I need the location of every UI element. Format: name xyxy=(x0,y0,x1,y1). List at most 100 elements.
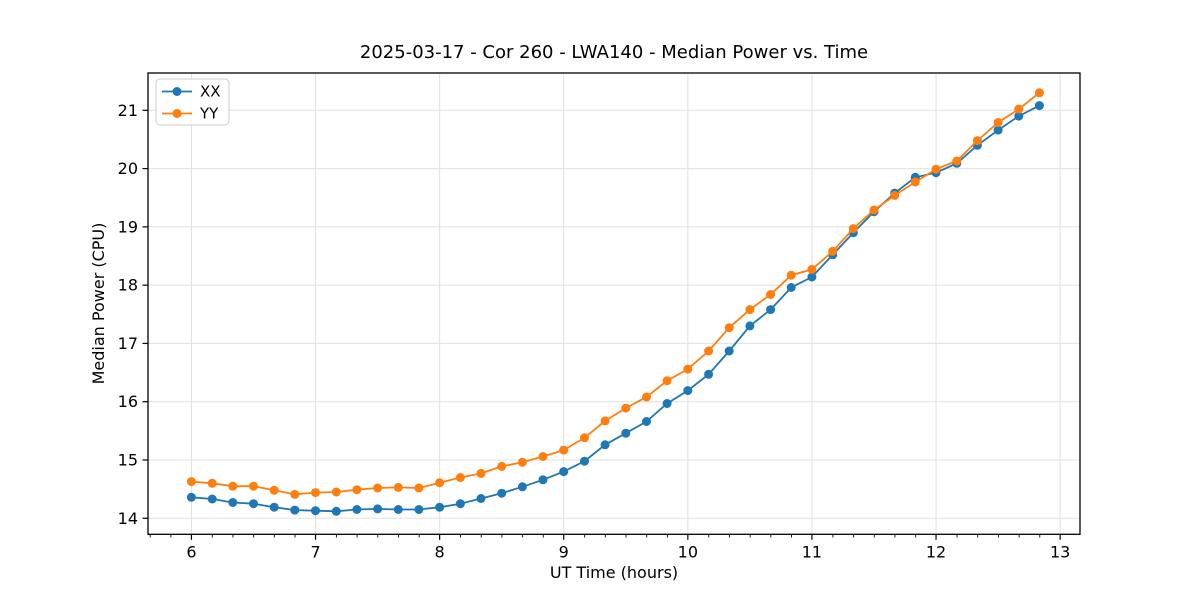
y-axis-label: Median Power (CPU) xyxy=(89,223,108,385)
data-point-yy xyxy=(331,487,341,497)
x-tick-label: 12 xyxy=(926,542,946,561)
data-point-xx xyxy=(311,506,320,516)
legend-marker-xx xyxy=(172,87,182,96)
y-tick-label: 15 xyxy=(118,450,138,469)
y-tick-label: 21 xyxy=(118,101,138,120)
data-point-yy xyxy=(435,478,445,488)
legend-label-xx: XX xyxy=(200,83,221,101)
data-point-xx xyxy=(662,399,672,408)
data-point-yy xyxy=(910,177,920,187)
legend-label-yy: YY xyxy=(199,105,219,123)
data-point-yy xyxy=(869,205,879,215)
data-point-yy xyxy=(972,136,982,146)
data-point-yy xyxy=(414,483,424,493)
y-tick-label: 19 xyxy=(118,217,138,236)
data-point-yy xyxy=(683,364,693,374)
data-point-yy xyxy=(538,452,548,461)
data-point-yy xyxy=(993,118,1003,127)
series-yy xyxy=(186,88,1044,499)
data-point-xx xyxy=(414,505,424,514)
x-tick-label: 7 xyxy=(310,542,320,561)
data-point-yy xyxy=(807,264,817,274)
data-point-xx xyxy=(600,440,610,450)
data-point-yy xyxy=(269,485,279,495)
series-line-yy xyxy=(191,92,1040,496)
data-point-xx xyxy=(455,499,465,509)
data-point-yy xyxy=(786,270,796,280)
data-point-xx xyxy=(497,488,507,498)
data-point-xx xyxy=(993,125,1003,135)
y-tick-label: 16 xyxy=(118,392,138,411)
data-point-yy xyxy=(1014,104,1024,114)
data-point-xx xyxy=(1014,111,1024,121)
data-point-xx xyxy=(228,498,238,507)
y-tick-label: 18 xyxy=(118,276,138,295)
axis-ticks xyxy=(142,109,1061,540)
grid-lines xyxy=(148,73,1080,535)
data-point-yy xyxy=(207,478,217,488)
data-point-yy xyxy=(848,224,858,234)
data-point-yy xyxy=(621,403,631,413)
x-tick-label: 13 xyxy=(1050,542,1070,561)
data-point-yy xyxy=(290,489,300,499)
data-point-xx xyxy=(538,475,548,485)
data-point-xx xyxy=(186,492,196,502)
data-point-yy xyxy=(662,376,672,386)
data-point-xx xyxy=(807,272,817,282)
chart-title: 2025-03-17 - Cor 260 - LWA140 - Median P… xyxy=(360,42,868,63)
data-point-yy xyxy=(642,392,651,402)
y-tick-label: 14 xyxy=(118,509,138,528)
x-tick-label: 9 xyxy=(559,542,569,561)
legend-marker-yy xyxy=(172,109,182,118)
data-point-xx xyxy=(269,502,279,512)
tick-labels: 6 7 8 9 10 11 12 13 14 15 16 17 18 19 20 21 xyxy=(118,101,1071,561)
data-point-xx xyxy=(517,482,527,492)
data-point-yy xyxy=(497,461,507,471)
data-point-xx xyxy=(352,505,362,514)
data-point-xx xyxy=(642,417,651,426)
data-point-yy xyxy=(311,488,320,498)
x-tick-label: 8 xyxy=(435,542,445,561)
data-point-xx xyxy=(1034,101,1044,111)
x-tick-label: 10 xyxy=(678,542,698,561)
plot-frame xyxy=(147,72,1081,535)
x-tick-label: 6 xyxy=(186,542,196,561)
legend-entry-xx: XX xyxy=(162,83,221,101)
data-point-xx xyxy=(207,494,217,504)
data-series xyxy=(186,88,1044,516)
data-point-yy xyxy=(580,433,589,443)
data-point-yy xyxy=(704,346,714,356)
data-point-yy xyxy=(393,482,403,492)
data-point-yy xyxy=(455,473,465,482)
data-point-yy xyxy=(766,290,776,299)
data-point-yy xyxy=(890,190,900,200)
data-point-yy xyxy=(517,457,527,467)
data-point-yy xyxy=(1034,88,1044,98)
data-point-xx xyxy=(704,369,714,379)
data-point-yy xyxy=(352,485,362,495)
data-point-xx xyxy=(373,504,383,514)
x-tick-label: 11 xyxy=(802,542,822,561)
data-point-xx xyxy=(621,428,631,438)
data-point-yy xyxy=(559,445,569,455)
data-point-yy xyxy=(745,305,755,315)
data-point-xx xyxy=(249,499,258,509)
data-point-xx xyxy=(786,283,796,292)
data-point-xx xyxy=(580,456,589,466)
data-point-xx xyxy=(290,505,300,515)
data-point-xx xyxy=(476,494,486,503)
data-point-yy xyxy=(600,416,610,426)
data-point-yy xyxy=(952,156,962,166)
data-point-xx xyxy=(331,506,341,516)
data-point-xx xyxy=(559,467,569,477)
data-point-xx xyxy=(683,386,693,396)
x-axis-label: UT Time (hours) xyxy=(550,563,678,582)
data-point-yy xyxy=(228,481,238,491)
data-point-yy xyxy=(828,246,838,256)
data-point-yy xyxy=(249,481,258,491)
data-point-yy xyxy=(724,323,734,333)
series-xx xyxy=(186,101,1044,516)
series-line-xx xyxy=(191,104,1040,513)
